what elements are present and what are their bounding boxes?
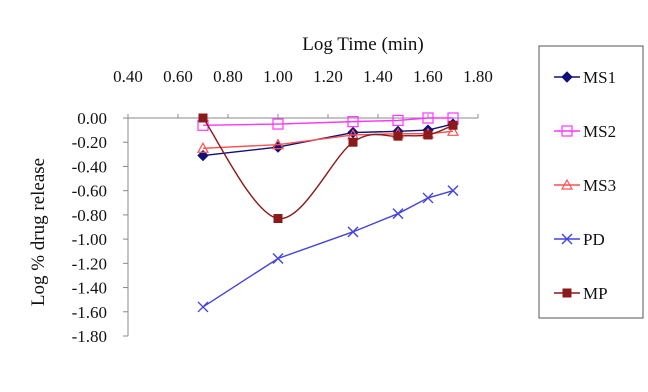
data-point-ms2 (347, 116, 359, 128)
series-line-ms2 (202, 117, 453, 126)
y-tick-label: -0.40 (72, 157, 107, 176)
legend-item-mp: MP (554, 284, 608, 303)
y-tick-label: -1.20 (72, 254, 107, 273)
y-tick-label: -1.40 (72, 279, 107, 298)
x-tick-label: 1.20 (313, 67, 343, 86)
legend-label-pd: PD (583, 230, 605, 249)
legend-marker-ms1 (561, 71, 573, 83)
data-point-pd (422, 192, 434, 204)
legend-label-mp: MP (583, 284, 608, 303)
data-point-pd-stroke (392, 208, 404, 220)
x-axis-title: Log Time (min) (302, 34, 423, 55)
series-mp (198, 113, 458, 224)
x-tick-label: 0.60 (163, 67, 193, 86)
data-point-pd-stroke (447, 185, 459, 197)
data-point-pd (272, 252, 284, 264)
data-point-ms1 (197, 149, 209, 162)
legend: MS1 MS2 MS3 PD MP (538, 45, 644, 319)
x-tick-label: 1.00 (263, 67, 293, 86)
data-point-pd (447, 185, 459, 197)
legend-label-ms2: MS2 (583, 122, 616, 141)
data-point-pd-stroke (422, 192, 434, 204)
data-point-mp (448, 120, 458, 130)
legend-marker-pd-stroke (561, 233, 573, 245)
y-tick-label: -1.80 (72, 327, 107, 346)
data-point-ms3 (271, 138, 285, 150)
legend-item-ms2: MS2 (554, 122, 616, 141)
legend-marker-mp (562, 288, 572, 298)
legend-marker-ms3 (560, 178, 574, 190)
x-tick-label: 0.40 (113, 67, 143, 86)
legend-box (538, 45, 644, 319)
data-point-mp (393, 131, 403, 141)
data-point-mp (273, 214, 283, 224)
legend-item-ms3: MS3 (554, 176, 616, 195)
data-point-pd-stroke (197, 301, 209, 313)
y-tick-label: -0.80 (72, 206, 107, 225)
legend-marker-pd (561, 233, 573, 245)
y-tick-label: -0.60 (72, 182, 107, 201)
data-point-ms3 (196, 142, 210, 153)
series-pd (197, 185, 459, 313)
y-axis-title: Log % drug release (28, 158, 49, 306)
data-point-pd-stroke (272, 252, 284, 264)
data-point-pd (197, 301, 209, 313)
data-point-pd-stroke (347, 226, 359, 238)
data-point-pd (392, 208, 404, 220)
y-tick-label: -1.60 (72, 303, 107, 322)
legend-marker-ms2 (561, 125, 573, 137)
data-point-mp (198, 113, 208, 123)
data-point-ms2 (272, 118, 284, 130)
plot-area: 0.40 0.60 0.80 1.00 1.20 1.40 1.60 1.80 0.00 -0.2… (72, 67, 493, 346)
y-tick-label: 0.00 (77, 109, 107, 128)
data-point-ms2 (422, 112, 434, 124)
data-point-ms2 (392, 114, 404, 127)
data-point-ms3 (446, 125, 460, 136)
data-point-pd (347, 226, 359, 238)
x-tick-label: 0.80 (213, 67, 243, 86)
y-tick-label: -1.00 (72, 230, 107, 249)
x-tick-label: 1.60 (413, 67, 443, 86)
legend-item-pd: PD (554, 230, 605, 249)
x-tick-label: 1.80 (463, 67, 493, 86)
data-point-mp (348, 137, 358, 147)
series-line-ms3 (202, 130, 454, 149)
x-tick-label: 1.40 (363, 67, 393, 86)
series-line-pd (202, 189, 454, 308)
legend-label-ms1: MS1 (583, 68, 616, 87)
legend-item-ms1: MS1 (554, 68, 616, 87)
legend-label-ms3: MS3 (583, 176, 616, 195)
y-tick-label: -0.20 (72, 133, 107, 152)
series-line-ms1 (202, 123, 454, 157)
data-point-mp (423, 130, 433, 140)
